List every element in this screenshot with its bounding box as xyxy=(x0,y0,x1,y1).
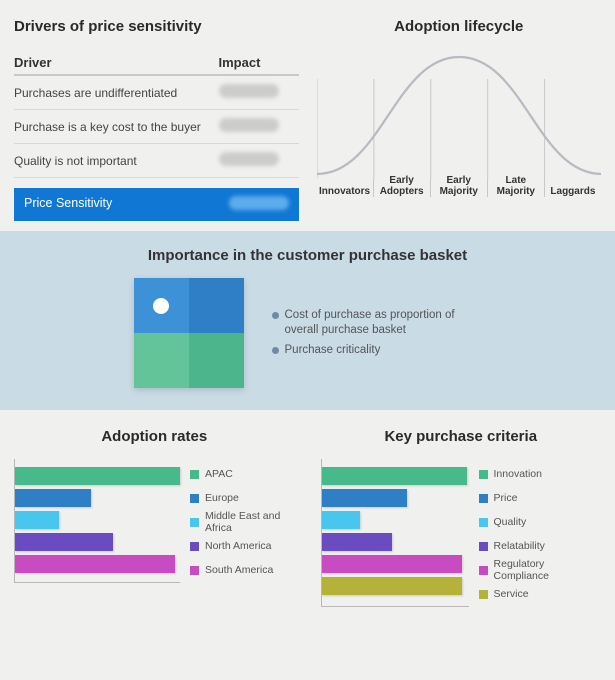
legend-item: Middle East and Africa xyxy=(190,511,295,533)
lifecycle-stage-label: Late Majority xyxy=(487,179,544,197)
price-sensitivity-summary-bar: Price Sensitivity xyxy=(14,188,299,221)
lifecycle-stage-label: Laggards xyxy=(544,179,601,197)
legend-swatch xyxy=(190,542,199,551)
purchase-basket-title: Importance in the customer purchase bask… xyxy=(20,247,595,264)
table-row: Purchases are undifferentiated xyxy=(14,76,299,110)
table-row: Purchase is a key cost to the buyer xyxy=(14,110,299,144)
lifecycle-stage-label: Early Majority xyxy=(430,179,487,197)
legend-swatch xyxy=(190,518,199,527)
adoption-rates-panel: Adoption rates APACEuropeMiddle East and… xyxy=(14,428,295,607)
table-row: Quality is not important xyxy=(14,144,299,178)
purchase-basket-panel: Importance in the customer purchase bask… xyxy=(0,231,615,410)
lifecycle-curve-svg xyxy=(317,49,602,179)
price-sensitivity-table: Driver Impact Purchases are undifferenti… xyxy=(14,49,299,221)
legend-item: APAC xyxy=(190,463,295,485)
legend-item: South America xyxy=(190,559,295,581)
impact-blur-pill xyxy=(229,196,289,210)
driver-cell: Quality is not important xyxy=(14,154,219,168)
legend-item: Price xyxy=(479,487,601,509)
key-purchase-criteria-title: Key purchase criteria xyxy=(321,428,602,445)
price-sensitivity-panel: Drivers of price sensitivity Driver Impa… xyxy=(14,18,299,221)
legend-item: Regulatory Compliance xyxy=(479,559,601,581)
bar xyxy=(322,467,467,485)
legend-swatch xyxy=(190,566,199,575)
adoption-rates-title: Adoption rates xyxy=(14,428,295,445)
basket-legend: Cost of purchase as proportion of overal… xyxy=(272,302,482,363)
legend-swatch xyxy=(479,590,488,599)
legend-item: Purchase criticality xyxy=(272,343,482,357)
legend-swatch xyxy=(479,470,488,479)
bar xyxy=(15,533,113,551)
adoption-rates-legend: APACEuropeMiddle East and AfricaNorth Am… xyxy=(190,459,295,583)
criteria-bars xyxy=(321,459,469,607)
bar xyxy=(322,577,462,595)
bar xyxy=(322,511,360,529)
legend-swatch xyxy=(479,494,488,503)
legend-item: Innovation xyxy=(479,463,601,485)
impact-blur-pill xyxy=(219,118,279,132)
legend-swatch xyxy=(479,566,488,575)
impact-blur-pill xyxy=(219,84,279,98)
col-header-driver: Driver xyxy=(14,55,219,70)
impact-blur-pill xyxy=(219,152,279,166)
bar xyxy=(15,489,91,507)
adoption-lifecycle-panel: Adoption lifecycle InnovatorsEarly Adopt… xyxy=(317,18,602,221)
adoption-lifecycle-title: Adoption lifecycle xyxy=(317,18,602,35)
summary-label: Price Sensitivity xyxy=(24,196,229,213)
basket-marker-dot xyxy=(153,298,169,314)
bar xyxy=(15,555,175,573)
bar xyxy=(322,555,462,573)
bullet-icon xyxy=(272,347,279,354)
driver-cell: Purchase is a key cost to the buyer xyxy=(14,120,219,134)
bar xyxy=(322,489,407,507)
lifecycle-stage-label: Early Adopters xyxy=(373,179,430,197)
key-purchase-criteria-panel: Key purchase criteria InnovationPriceQua… xyxy=(321,428,602,607)
legend-item: Cost of purchase as proportion of overal… xyxy=(272,308,482,337)
bar xyxy=(322,533,392,551)
legend-item: Service xyxy=(479,583,601,605)
criteria-legend: InnovationPriceQualityRelatabilityRegula… xyxy=(479,459,601,607)
driver-cell: Purchases are undifferentiated xyxy=(14,86,219,100)
legend-item: Europe xyxy=(190,487,295,509)
legend-item: North America xyxy=(190,535,295,557)
legend-swatch xyxy=(190,470,199,479)
col-header-impact: Impact xyxy=(219,55,299,70)
price-sensitivity-title: Drivers of price sensitivity xyxy=(14,18,299,35)
bar xyxy=(15,511,59,529)
lifecycle-stage-label: Innovators xyxy=(317,179,373,197)
legend-item: Relatability xyxy=(479,535,601,557)
adoption-rates-bars xyxy=(14,459,180,583)
legend-swatch xyxy=(479,518,488,527)
basket-tile-chart xyxy=(134,278,244,388)
bar xyxy=(15,467,180,485)
legend-swatch xyxy=(479,542,488,551)
legend-item: Quality xyxy=(479,511,601,533)
legend-swatch xyxy=(190,494,199,503)
bullet-icon xyxy=(272,312,279,319)
